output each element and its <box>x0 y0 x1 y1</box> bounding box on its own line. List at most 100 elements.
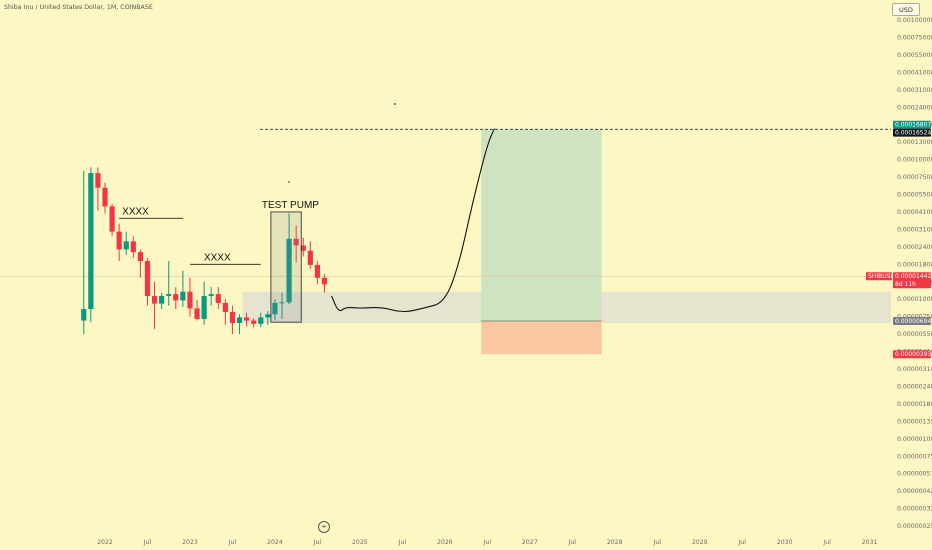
symbol-label-text: SHIBUSD <box>868 273 895 280</box>
target-price-badge <box>893 120 931 129</box>
candle-body <box>173 294 179 301</box>
candle-body <box>229 311 236 323</box>
candle-body <box>314 264 320 278</box>
y-tick-label: 0.00005500 <box>897 192 932 199</box>
x-tick-label: Jul <box>737 539 746 546</box>
x-tick-label: Jul <box>483 539 492 546</box>
loss-zone[interactable] <box>481 321 602 355</box>
x-tick-label: Jul <box>313 539 322 546</box>
current-line-badge <box>893 128 931 137</box>
y-tick-label: 0.00001800 <box>897 261 932 268</box>
candle-body <box>272 302 278 315</box>
y-tick-label: 0.00000042 <box>897 488 932 495</box>
x-tick-label: Jul <box>143 539 152 546</box>
candle-body <box>201 295 207 319</box>
candle-body <box>88 173 94 310</box>
y-tick-label: 0.00000057 <box>897 471 932 478</box>
candle-body <box>109 206 115 232</box>
test-pump-label: TEST PUMP <box>262 200 319 211</box>
drawing-dot <box>288 181 290 183</box>
x-tick-label: Jul <box>822 539 831 546</box>
candle-body <box>144 261 151 296</box>
y-tick-label: 0.00055000 <box>897 52 932 59</box>
xxxx-label-1: XXXX <box>122 206 149 217</box>
x-tick-label: 2030 <box>777 539 793 546</box>
candle-body <box>236 317 243 323</box>
y-tick-label: 0.00000310 <box>897 366 932 373</box>
y-tick-label: 0.00001000 <box>897 296 932 303</box>
tradingview-logo-icon: ⌖ <box>318 521 330 533</box>
symbol-price-badge-text: 0.00001442 <box>895 273 931 280</box>
test-pump-box[interactable] <box>270 211 302 323</box>
y-tick-label: 0.00024000 <box>897 104 932 111</box>
candle-body <box>194 308 200 319</box>
candle-body <box>130 241 136 253</box>
y-tick-label: 0.00000025 <box>897 523 932 530</box>
candle-body <box>166 294 172 296</box>
profit-zone[interactable] <box>481 129 602 322</box>
y-tick-label: 0.00100000 <box>897 17 932 24</box>
entry-price-badge <box>893 317 931 326</box>
x-tick-label: 2025 <box>352 539 368 546</box>
x-tick-label: 2026 <box>437 539 453 546</box>
x-tick-label: Jul <box>568 539 577 546</box>
y-tick-label: 0.00003100 <box>897 226 932 233</box>
candle-body <box>300 245 306 251</box>
candle-body <box>222 302 228 312</box>
y-tick-label: 0.00004100 <box>897 209 932 216</box>
x-tick-label: 2027 <box>522 539 538 546</box>
entry-price-badge-text: 0.00000694 <box>895 318 931 325</box>
target-price-badge-text: 0.00016807 <box>895 122 931 129</box>
symbol-price-badge <box>893 272 931 289</box>
candle-body <box>116 231 122 250</box>
candle-body <box>187 291 193 309</box>
candle-body <box>159 295 165 304</box>
candle-body <box>307 250 313 265</box>
candle-body <box>251 320 257 324</box>
xxxx-label-2: XXXX <box>204 252 231 263</box>
chart-title: Shiba Inu / United States Dollar, 1M, CO… <box>4 4 153 11</box>
x-tick-label: 2029 <box>692 539 708 546</box>
candle-body <box>215 294 221 303</box>
symbol-price-badge-countdown: 8d 11h <box>895 281 916 288</box>
candle-body <box>180 291 186 301</box>
candle-body <box>279 302 285 304</box>
candle-body <box>208 294 214 296</box>
x-tick-label: 2031 <box>862 539 878 546</box>
candle-body <box>137 252 143 262</box>
x-tick-label: Jul <box>653 539 662 546</box>
x-tick-label: 2024 <box>267 539 283 546</box>
y-tick-label: 0.00010000 <box>897 157 932 164</box>
y-tick-label: 0.00007500 <box>897 174 932 181</box>
y-tick-label: 0.00041000 <box>897 69 932 76</box>
y-tick-label: 0.00000100 <box>897 436 932 443</box>
y-tick-label: 0.00075000 <box>897 34 932 41</box>
candle-body <box>244 317 250 321</box>
stop-price-badge <box>893 350 931 359</box>
y-tick-label: 0.00000033 <box>897 506 932 513</box>
candle-body <box>321 277 328 285</box>
y-tick-label: 0.00000075 <box>897 453 932 460</box>
y-tick-label: 0.00000240 <box>897 383 932 390</box>
x-tick-label: Jul <box>398 539 407 546</box>
currency-button[interactable]: USD <box>892 3 920 16</box>
x-tick-label: Jul <box>228 539 237 546</box>
candle-body <box>265 314 271 318</box>
x-tick-label: 2022 <box>97 539 113 546</box>
projection-path[interactable] <box>331 128 495 313</box>
current-line-badge-text: 0.00016524 <box>895 130 931 137</box>
y-tick-label: 0.00013000 <box>897 139 932 146</box>
y-tick-label: 0.00031000 <box>897 87 932 94</box>
candle-body <box>151 295 158 304</box>
x-tick-label: 2028 <box>607 539 623 546</box>
candle-body <box>123 241 129 250</box>
stop-price-badge-text: 0.00000393 <box>895 351 931 358</box>
y-tick-label: 0.00000550 <box>897 331 932 338</box>
y-tick-label: 0.00000135 <box>897 418 932 425</box>
candle-body <box>81 309 87 321</box>
x-tick-label: 2023 <box>182 539 198 546</box>
candle-body <box>258 317 264 324</box>
candle-body <box>102 187 108 207</box>
candle-body <box>286 238 292 303</box>
